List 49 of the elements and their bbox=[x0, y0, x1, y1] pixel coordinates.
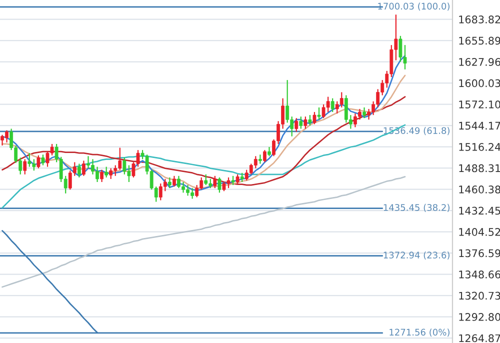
y-tick-label: 1348.66 bbox=[459, 270, 500, 278]
candlestick bbox=[240, 172, 244, 183]
y-tick-label: 1264.87 bbox=[459, 334, 500, 342]
ref-line-label: 1700.03 (100.0) bbox=[378, 2, 450, 11]
candlestick bbox=[100, 169, 104, 183]
ref-line-label: 1372.94 (23.6) bbox=[384, 251, 450, 260]
candlestick bbox=[77, 163, 81, 178]
candlestick bbox=[236, 174, 240, 184]
y-tick-label: 1376.59 bbox=[459, 249, 500, 258]
candlestick bbox=[218, 176, 222, 194]
y-tick-label: 1320.73 bbox=[459, 292, 500, 300]
candlestick bbox=[82, 160, 86, 176]
y-tick-label: 1488.31 bbox=[459, 164, 500, 172]
candlestick bbox=[213, 175, 217, 189]
y-tick-label: 1460.38 bbox=[459, 186, 500, 194]
y-tick-label: 1432.45 bbox=[459, 206, 500, 215]
candlestick bbox=[312, 111, 316, 125]
candlestick bbox=[109, 168, 113, 180]
candlestick bbox=[36, 154, 40, 169]
candlestick bbox=[304, 116, 308, 130]
y-tick-label: 1292.80 bbox=[459, 313, 500, 321]
candlestick bbox=[340, 92, 344, 108]
candlestick bbox=[195, 184, 199, 198]
candlestick bbox=[104, 166, 108, 178]
candlestick bbox=[168, 176, 172, 189]
candlestick bbox=[330, 98, 334, 113]
candlestick bbox=[23, 158, 27, 175]
candlestick bbox=[172, 175, 176, 188]
candlestick bbox=[254, 156, 258, 169]
candlestick bbox=[41, 154, 45, 166]
candlestick bbox=[204, 174, 208, 186]
candlestick bbox=[317, 106, 321, 120]
candlestick bbox=[308, 114, 312, 126]
y-tick-label: 1404.52 bbox=[459, 228, 500, 236]
y-tick-label: 1627.96 bbox=[459, 58, 500, 66]
y-tick-label: 1544.17 bbox=[459, 122, 500, 130]
y-tick-label: 1683.82 bbox=[459, 16, 500, 24]
candlestick bbox=[299, 116, 303, 130]
y-tick-label: 1655.89 bbox=[459, 36, 500, 45]
candlestick bbox=[268, 146, 271, 157]
candlestick bbox=[362, 106, 366, 119]
ref-line-label: 1435.45 (38.2) bbox=[384, 204, 450, 212]
ref-line-label: 1271.56 (0%) bbox=[390, 328, 450, 337]
y-tick-label: 1600.03 bbox=[459, 79, 500, 88]
y-tick-label: 1572.10 bbox=[459, 100, 500, 108]
candlestick bbox=[294, 118, 298, 132]
candlestick bbox=[258, 154, 262, 164]
candlestick bbox=[231, 175, 235, 186]
candlestick bbox=[263, 149, 266, 163]
